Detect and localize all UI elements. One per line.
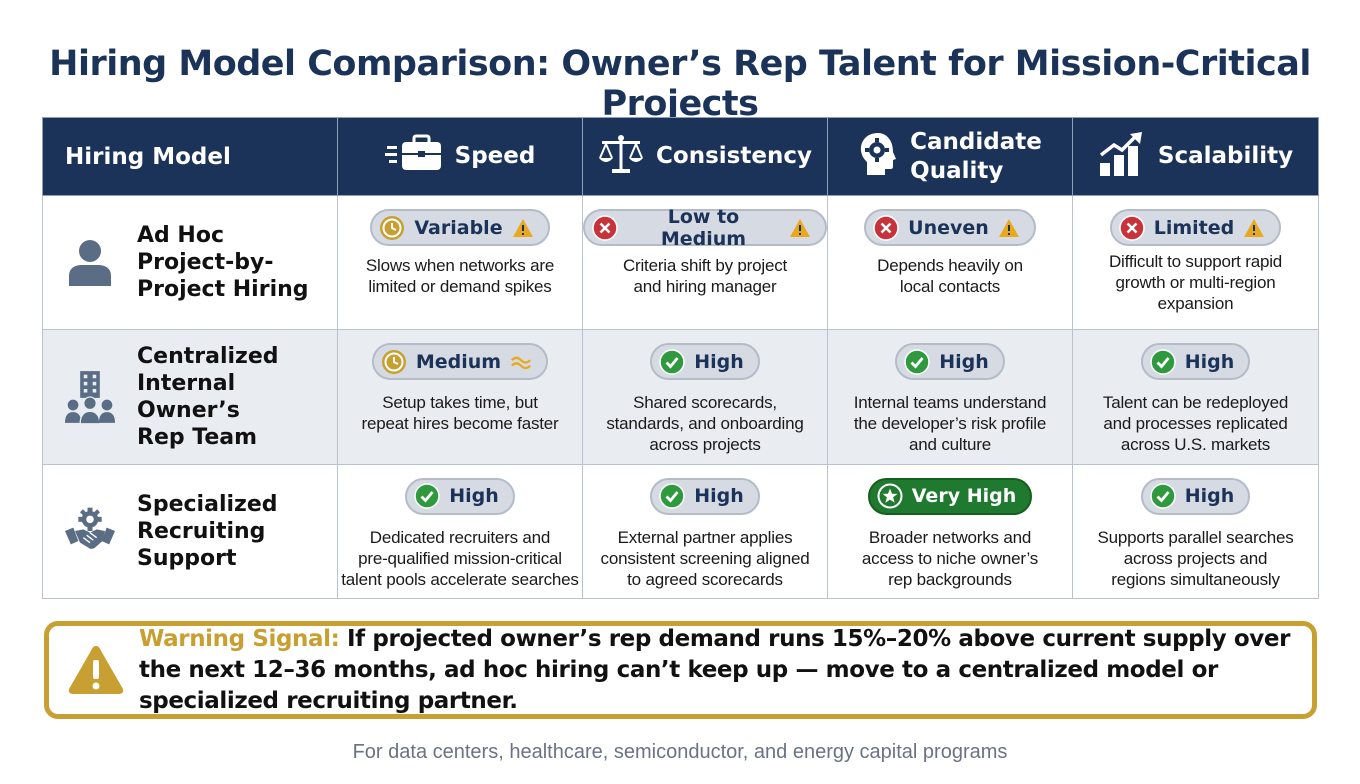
warning-callout: Warning Signal: If projected owner’s rep… [44, 621, 1317, 719]
table-row: Centralized Internal Owner’s Rep Team Me… [42, 329, 1319, 465]
handshake-gear-icon [65, 506, 115, 556]
model-cell: Centralized Internal Owner’s Rep Team [42, 329, 338, 465]
check-circle-icon [414, 483, 440, 509]
rating-cell: Low to Medium Criteria shift by project … [582, 194, 828, 331]
rating-description: Depends heavily on local contacts [877, 256, 1023, 296]
rating-description: Internal teams understand the developer’… [853, 393, 1047, 455]
person-icon [65, 238, 115, 288]
rating-description: Difficult to support rapid growth or mul… [1108, 252, 1283, 313]
header-scalability: Scalability [1072, 117, 1319, 196]
x-circle-icon [592, 214, 618, 241]
header-speed: Speed [337, 117, 583, 196]
model-name: Specialized Recruiting Support [137, 491, 278, 571]
header-consistency-label: Consistency [656, 143, 812, 169]
header-candidate-quality: Candidate Quality [827, 117, 1073, 196]
rating-description: Criteria shift by project and hiring man… [622, 256, 788, 296]
rating-badge: Limited [1109, 209, 1282, 246]
rating-cell: Limited Difficult to support rapid growt… [1072, 194, 1319, 331]
rating-label: Medium [415, 350, 502, 373]
rating-label: Low to Medium [660, 205, 747, 250]
rating-description: Dedicated recruiters and pre-qualified m… [341, 527, 579, 589]
page-title: Hiring Model Comparison: Owner’s Rep Tal… [49, 44, 1311, 124]
rating-cell: High Shared scorecards, standards, and o… [582, 329, 828, 465]
check-circle-icon [659, 483, 685, 509]
rating-label: High [939, 350, 989, 373]
header-hiring-model: Hiring Model [42, 117, 338, 196]
growth-chart-icon [1098, 131, 1146, 183]
approx-icon [510, 352, 532, 372]
rating-badge: High [895, 343, 1005, 381]
rating-cell: Variable Slows when networks are limited… [337, 194, 583, 331]
rating-badge: High [650, 343, 760, 381]
rating-description: External partner applies consistent scre… [600, 527, 810, 589]
rating-badge: High [650, 477, 760, 515]
rating-cell: High Dedicated recruiters and pre-qualif… [337, 463, 583, 600]
warning-icon [789, 218, 811, 238]
rating-badge: Uneven [864, 209, 1036, 246]
building-team-icon [65, 371, 115, 425]
rating-cell: Uneven Depends heavily on local contacts [827, 194, 1073, 331]
model-name: Ad Hoc Project-by- Project Hiring [137, 223, 309, 303]
model-cell: Specialized Recruiting Support [42, 463, 338, 600]
rating-description: Broader networks and access to niche own… [861, 527, 1039, 589]
rating-cell: High External partner applies consistent… [582, 463, 828, 600]
warning-icon [512, 218, 534, 238]
header-candidate-quality-label: Candidate Quality [910, 128, 1042, 184]
footnote: For data centers, healthcare, semiconduc… [352, 741, 1008, 763]
table-row: Ad Hoc Project-by- Project Hiring Variab… [42, 194, 1319, 331]
rating-label: High [1184, 485, 1235, 508]
check-circle-icon [904, 349, 930, 375]
comparison-table: Hiring Model Speed [42, 117, 1319, 600]
x-circle-icon [873, 214, 899, 241]
rating-label: Limited [1153, 216, 1235, 239]
check-circle-icon [1149, 483, 1176, 509]
rating-cell: High Supports parallel searches across p… [1072, 463, 1319, 600]
table-row: Specialized Recruiting Support High Dedi… [42, 463, 1319, 600]
rating-label: High [1184, 350, 1235, 373]
warning-icon [998, 218, 1020, 238]
rating-cell: High Internal teams understand the devel… [827, 329, 1073, 465]
briefcase-icon [384, 134, 443, 180]
star-circle-icon [877, 483, 903, 509]
header-row: Hiring Model Speed [42, 117, 1319, 196]
header-consistency: Consistency [582, 117, 828, 196]
warning-body: If projected owner’s rep demand runs 15%… [139, 625, 1291, 714]
rating-label: High [694, 350, 744, 373]
model-cell: Ad Hoc Project-by- Project Hiring [42, 194, 338, 331]
rating-description: Supports parallel searches across projec… [1097, 527, 1294, 589]
model-name: Centralized Internal Owner’s Rep Team [137, 343, 279, 450]
rating-badge: High [405, 477, 515, 515]
rating-label: High [694, 485, 744, 508]
warning-text: Warning Signal: If projected owner’s rep… [139, 624, 1312, 717]
rating-badge: Variable [370, 209, 550, 246]
check-circle-icon [659, 349, 685, 375]
rating-cell: High Talent can be redeployed and proces… [1072, 329, 1319, 465]
rating-description: Slows when networks are limited or deman… [365, 256, 555, 296]
rating-badge: Medium [371, 343, 549, 381]
rating-badge: Low to Medium [583, 206, 827, 250]
warning-label: Warning Signal: [139, 625, 340, 652]
rating-label: Variable [414, 216, 503, 239]
x-circle-icon [1119, 214, 1145, 241]
warning-triangle-icon [67, 644, 125, 696]
rating-description: Setup takes time, but repeat hires becom… [361, 393, 559, 434]
clock-icon [381, 349, 407, 375]
rating-label: Very High [911, 485, 1017, 508]
rating-description: Talent can be redeployed and processes r… [1102, 393, 1289, 455]
clock-icon [379, 215, 405, 241]
rating-description: Shared scorecards, standards, and onboar… [606, 393, 804, 455]
rating-badge: High [1140, 477, 1251, 515]
rating-cell: Medium Setup takes time, but repeat hire… [337, 329, 583, 465]
header-scalability-label: Scalability [1157, 143, 1294, 169]
rating-badge: High [1140, 343, 1251, 381]
scales-icon [598, 133, 644, 181]
warning-icon [1243, 218, 1265, 238]
rating-badge-very-high: Very High [867, 477, 1033, 515]
rating-label: High [449, 485, 499, 508]
rating-cell: Very High Broader networks and access to… [827, 463, 1073, 600]
rating-label: Uneven [908, 216, 989, 239]
check-circle-icon [1149, 349, 1176, 375]
head-gear-icon [858, 131, 898, 183]
header-speed-label: Speed [454, 143, 536, 169]
